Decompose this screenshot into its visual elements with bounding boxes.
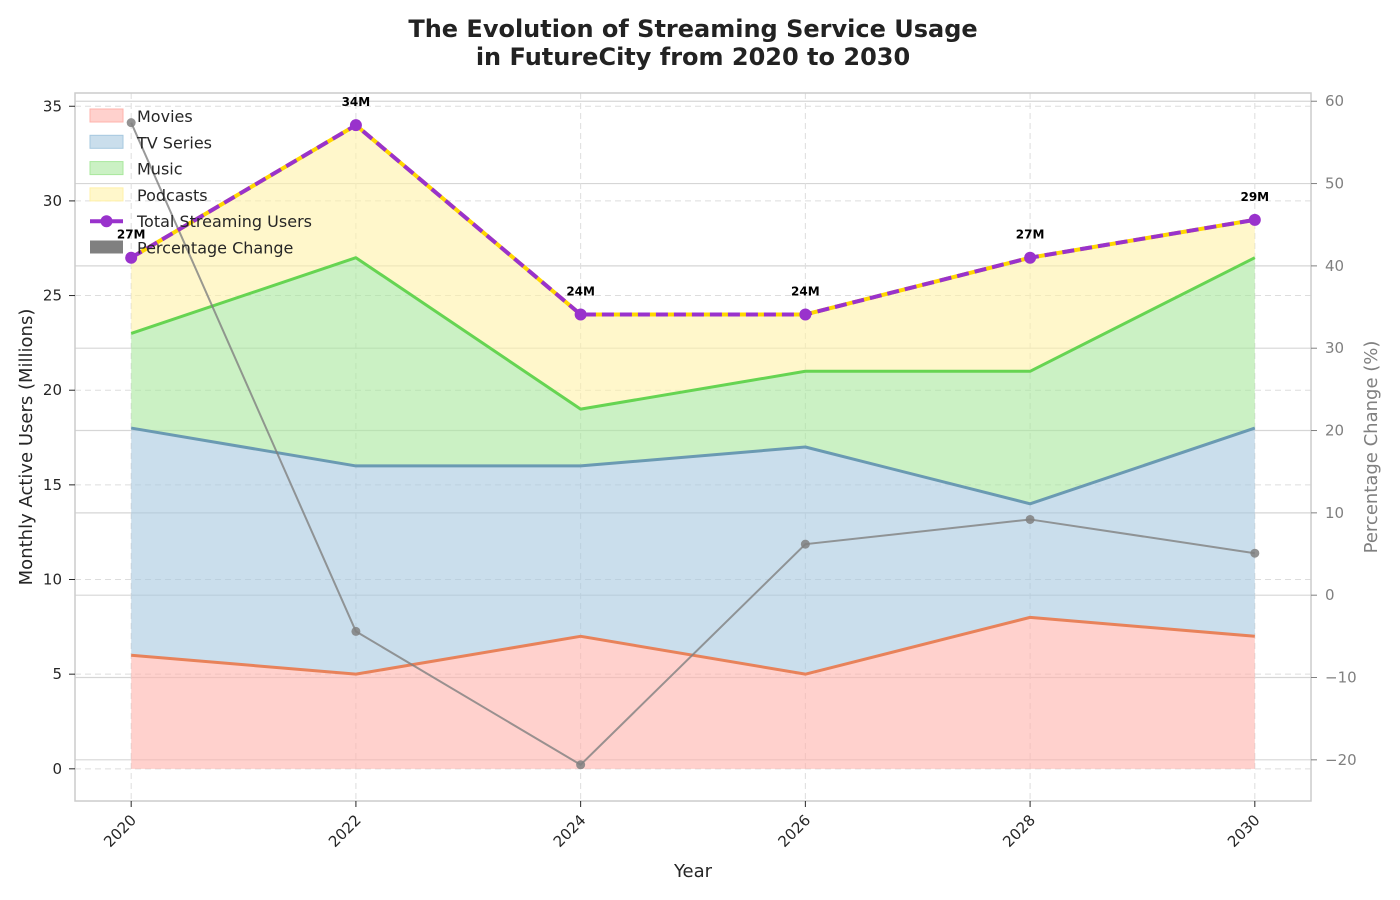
legend-label: Music [137,160,183,179]
stacked-areas [131,125,1255,769]
y-tick-label: 25 [43,287,62,305]
y2-axis-ticks: −20 −10 0 10 20 30 40 50 60 [1311,92,1357,769]
chart-title-line-1: The Evolution of Streaming Service Usage [408,15,977,43]
y-tick-label: 5 [52,665,62,683]
y2-tick-label: 30 [1325,339,1344,357]
total-point [125,251,138,264]
percentage-change-point [351,626,361,636]
line-music [130,256,1256,411]
y-axis-label: Monthly Active Users (Millions) [16,309,37,586]
legend-label: Podcasts [137,186,208,205]
total-streaming-users-line [125,119,1261,321]
area-movies [131,617,1255,769]
percentage-change-line [126,118,1260,770]
percentage-change-point [1250,548,1260,558]
total-data-label: 24M [791,284,820,298]
legend-swatch-podcasts [89,187,124,202]
y-tick-label: 30 [43,192,62,210]
total-point [349,119,362,132]
legend-label: Movies [137,107,193,126]
legend-swatch-tv-series [89,134,124,149]
y2-tick-label: 20 [1325,422,1344,440]
total-data-label: 24M [566,284,595,298]
y2-tick-label: 10 [1325,504,1344,522]
y2-tick-label: 40 [1325,257,1344,275]
y2-tick-label: −20 [1325,751,1357,769]
y-tick-label: 20 [43,381,62,399]
chart-title-line-2: in FutureCity from 2020 to 2030 [476,43,910,71]
legend-label: Total Streaming Users [136,212,312,231]
total-data-label: 27M [117,228,146,242]
y-tick-label: 15 [43,476,62,494]
y2-tick-label: 60 [1325,92,1344,110]
area-tv-series [131,428,1255,675]
legend-swatch-total-marker [100,215,113,228]
y2-tick-label: −10 [1325,669,1357,687]
total-data-label: 27M [1016,228,1045,242]
y-tick-label: 10 [43,571,62,589]
y2-tick-label: 50 [1325,175,1344,193]
y-tick-label: 35 [43,97,62,115]
total-data-label: 34M [342,95,371,109]
percentage-change-point [576,760,586,770]
legend-swatch-percentage-change [90,240,123,254]
area-music [131,257,1255,504]
area-podcasts [131,125,1255,410]
total-line-dashed [130,123,1256,317]
percentage-change-path [130,122,1255,767]
percentage-change-point [126,118,136,128]
y2-tick-label: 0 [1325,586,1335,604]
legend-label: Percentage Change [137,239,293,258]
x-axis-label: Year [673,861,713,882]
total-data-labels: 27M 34M 24M 24M 27M 29M [117,95,1269,298]
line-tv-series [130,426,1256,506]
total-point [1248,213,1261,226]
legend-swatch-movies [89,108,124,123]
percentage-change-point [1025,514,1035,524]
percentage-change-point [800,539,810,549]
total-data-label: 29M [1240,190,1269,204]
legend-swatch-music [89,161,124,176]
y-tick-label: 0 [52,760,62,778]
legend-label: TV Series [136,133,212,152]
plot-frame [74,92,1312,802]
y-axis-ticks: 0 5 10 15 20 25 30 35 [43,97,75,778]
total-point [574,308,587,321]
legend: Movies TV Series Music Podcasts Total Stream… [89,107,312,258]
total-point [799,308,812,321]
total-point [1024,251,1037,264]
y2-axis-label: Percentage Change (%) [1361,341,1382,554]
